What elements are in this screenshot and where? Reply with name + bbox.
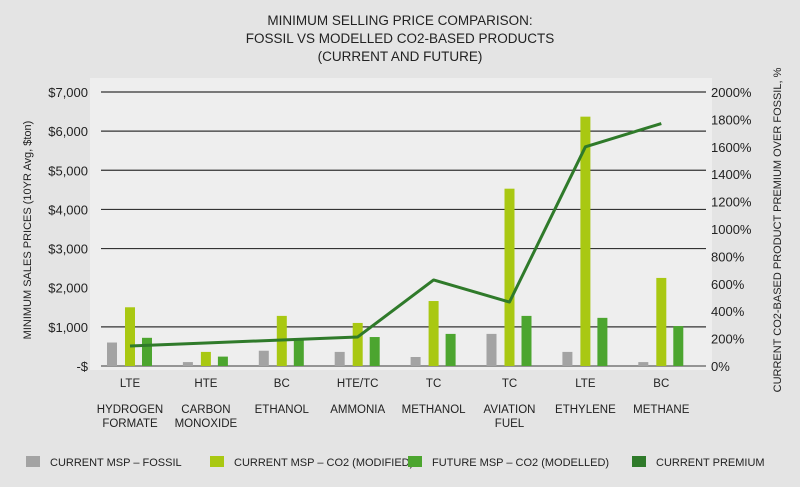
plot-area xyxy=(90,78,712,370)
bar-3 xyxy=(673,326,684,366)
x-category-label: FORMATE xyxy=(102,418,158,430)
y2-tick-label: 0% xyxy=(711,359,730,374)
legend-label: FUTURE MSP – CO2 (MODELLED) xyxy=(432,457,609,469)
bar-3 xyxy=(597,317,608,366)
bar-2 xyxy=(125,307,135,366)
x-category-label: CARBON xyxy=(181,404,230,416)
premium-line xyxy=(129,122,662,348)
y2-tick-label: 400% xyxy=(711,304,745,319)
legend-swatch xyxy=(408,456,422,467)
x-category-label: FUEL xyxy=(495,418,525,430)
y2-tick-label: 1600% xyxy=(711,140,752,155)
y-tick-label: $5,000 xyxy=(48,163,88,178)
bar-2 xyxy=(428,301,439,366)
y2-tick-label: 1200% xyxy=(711,195,752,210)
bar-1 xyxy=(638,362,649,366)
legend-label: CURRENT MSP – FOSSIL xyxy=(50,457,182,469)
y2-tick-label: 600% xyxy=(711,277,745,292)
y-tick-label: $6,000 xyxy=(48,124,88,139)
chart-title: MINIMUM SELLING PRICE COMPARISON: FOSSIL… xyxy=(0,12,800,66)
x-tech-label: LTE xyxy=(575,378,596,390)
bar-2 xyxy=(504,188,515,366)
y2-tick-label: 200% xyxy=(711,332,745,347)
x-tech-label: HTE/TC xyxy=(337,378,379,390)
bar-1 xyxy=(562,351,573,366)
y-tick-label: -$ xyxy=(76,359,88,374)
x-tech-label: BC xyxy=(274,378,290,390)
title-line-2: FOSSIL VS MODELLED CO2-BASED PRODUCTS xyxy=(245,31,555,46)
x-tech-label: HTE xyxy=(194,378,217,390)
bar-1 xyxy=(258,350,269,366)
bar-3 xyxy=(521,315,532,366)
x-category-label: ETHANOL xyxy=(255,404,310,416)
legend-swatch xyxy=(210,456,224,467)
y2-tick-label: 1000% xyxy=(711,222,752,237)
y2-axis-label: CURRENT CO2-BASED PRODUCT PREMIUM OVER F… xyxy=(772,67,784,392)
y-tick-label: $2,000 xyxy=(48,281,88,296)
bar-3 xyxy=(369,337,380,366)
bar-1 xyxy=(410,356,421,366)
y-tick-label: $4,000 xyxy=(48,202,88,217)
bar-2 xyxy=(580,116,591,366)
title-line-3: (CURRENT AND FUTURE) xyxy=(317,49,483,64)
bar-1 xyxy=(107,342,117,366)
x-tech-label: TC xyxy=(426,378,441,390)
x-category-label: AMMONIA xyxy=(330,404,385,416)
x-category-label: METHANOL xyxy=(402,404,467,416)
y-tick-label: $1,000 xyxy=(48,320,88,335)
x-tech-label: BC xyxy=(653,378,669,390)
x-category-label: ETHYLENE xyxy=(555,404,616,416)
y-axis-label: MINIMUM SALES PRICES (10YR Avg, $ton) xyxy=(22,121,34,340)
y2-tick-label: 1400% xyxy=(711,167,752,182)
y2-tick-label: 1800% xyxy=(711,112,752,127)
legend-label: CURRENT PREMIUM xyxy=(656,457,765,469)
y2-tick-label: 800% xyxy=(711,249,745,264)
x-tech-label: LTE xyxy=(120,378,141,390)
bar-1 xyxy=(334,351,345,366)
legend-swatch xyxy=(632,456,646,467)
title-line-1: MINIMUM SELLING PRICE COMPARISON: xyxy=(267,13,533,28)
x-tech-label: TC xyxy=(502,378,517,390)
y-tick-label: $7,000 xyxy=(48,85,88,100)
y-tick-label: $3,000 xyxy=(48,242,88,257)
x-category-label: AVIATION xyxy=(484,404,536,416)
bar-2 xyxy=(656,277,667,366)
bar-3 xyxy=(142,337,152,366)
bar-1 xyxy=(486,333,497,366)
bar-2 xyxy=(352,322,363,366)
bar-3 xyxy=(217,356,228,366)
x-category-label: METHANE xyxy=(633,404,690,416)
y2-tick-label: 2000% xyxy=(711,85,752,100)
bar-1 xyxy=(182,362,193,366)
x-category-label: HYDROGEN xyxy=(97,404,163,416)
bar-3 xyxy=(445,333,456,366)
bar-3 xyxy=(293,338,304,366)
legend-swatch xyxy=(26,456,40,467)
x-category-label: MONOXIDE xyxy=(175,418,238,430)
bar-2 xyxy=(200,351,211,366)
legend-label: CURRENT MSP – CO2 (MODIFIED) xyxy=(234,457,413,469)
